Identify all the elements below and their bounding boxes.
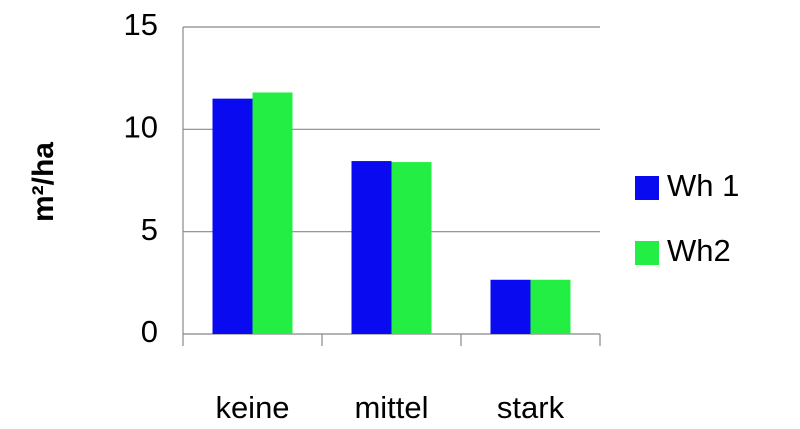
bar — [212, 98, 253, 334]
bar — [490, 279, 531, 334]
x-tick-label: stark — [497, 390, 565, 425]
y-tick-label: 15 — [124, 7, 158, 42]
y-axis-label: m²/ha — [27, 142, 60, 222]
legend-swatch — [635, 241, 659, 265]
legend-label: Wh2 — [667, 233, 731, 268]
bar — [252, 92, 293, 334]
x-tick-label: keine — [215, 390, 289, 425]
y-tick-label: 0 — [141, 314, 158, 349]
bar — [530, 279, 571, 334]
legend-label: Wh 1 — [667, 168, 739, 203]
bar — [351, 161, 392, 334]
y-tick-label: 10 — [124, 110, 158, 145]
x-tick-label: mittel — [354, 390, 428, 425]
legend-swatch — [635, 176, 659, 200]
bar — [391, 162, 432, 334]
y-tick-label: 5 — [141, 212, 158, 247]
